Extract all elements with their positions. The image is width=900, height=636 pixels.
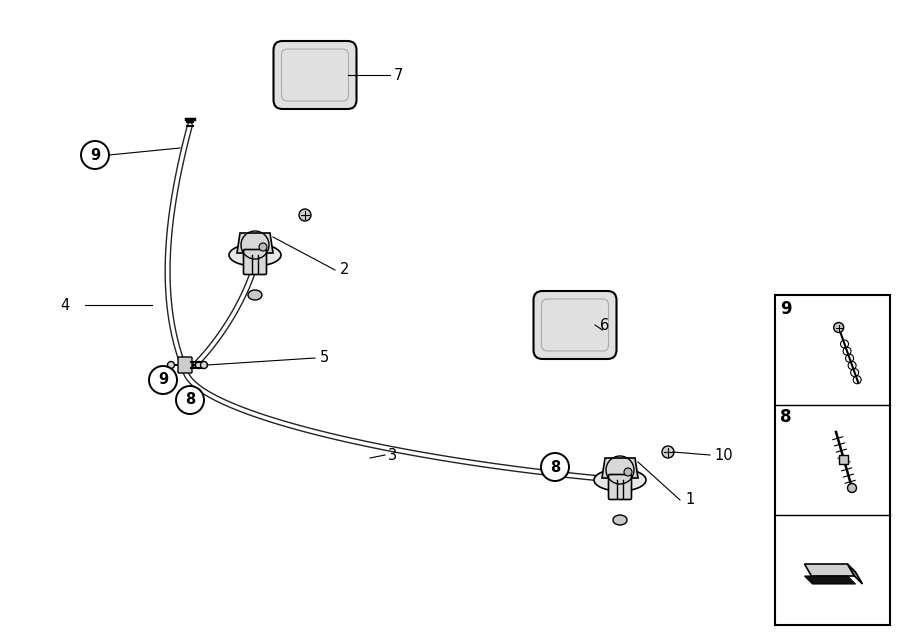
Text: 2: 2 xyxy=(340,263,349,277)
Circle shape xyxy=(662,446,674,458)
Ellipse shape xyxy=(613,515,627,525)
Circle shape xyxy=(195,361,203,368)
Ellipse shape xyxy=(229,244,281,266)
Text: 7: 7 xyxy=(394,67,403,83)
Polygon shape xyxy=(602,458,638,478)
Text: 9: 9 xyxy=(158,373,168,387)
Ellipse shape xyxy=(248,290,262,300)
Circle shape xyxy=(176,386,204,414)
FancyBboxPatch shape xyxy=(274,41,356,109)
Polygon shape xyxy=(237,233,273,253)
Polygon shape xyxy=(805,576,856,584)
Text: 10: 10 xyxy=(714,448,733,462)
Text: 5: 5 xyxy=(320,350,329,366)
Text: 3: 3 xyxy=(388,448,397,462)
FancyBboxPatch shape xyxy=(244,249,266,275)
Circle shape xyxy=(81,141,109,169)
Circle shape xyxy=(541,453,569,481)
FancyBboxPatch shape xyxy=(608,474,632,499)
Circle shape xyxy=(833,322,843,333)
Text: 8: 8 xyxy=(550,459,560,474)
FancyBboxPatch shape xyxy=(178,357,192,373)
Circle shape xyxy=(299,209,311,221)
Text: 9: 9 xyxy=(90,148,100,163)
FancyBboxPatch shape xyxy=(840,455,849,464)
Circle shape xyxy=(201,361,208,368)
Circle shape xyxy=(624,468,632,476)
Text: 8: 8 xyxy=(184,392,195,408)
Text: 1: 1 xyxy=(685,492,694,508)
Text: 4: 4 xyxy=(61,298,70,312)
Bar xyxy=(775,295,890,625)
Text: 6: 6 xyxy=(600,317,609,333)
Ellipse shape xyxy=(594,469,646,491)
Circle shape xyxy=(167,361,175,368)
Circle shape xyxy=(848,483,857,492)
Text: 9: 9 xyxy=(780,300,792,318)
Polygon shape xyxy=(805,564,854,576)
Polygon shape xyxy=(848,564,862,584)
Circle shape xyxy=(259,243,267,251)
Text: 8: 8 xyxy=(780,408,791,426)
Circle shape xyxy=(149,366,177,394)
FancyBboxPatch shape xyxy=(534,291,616,359)
